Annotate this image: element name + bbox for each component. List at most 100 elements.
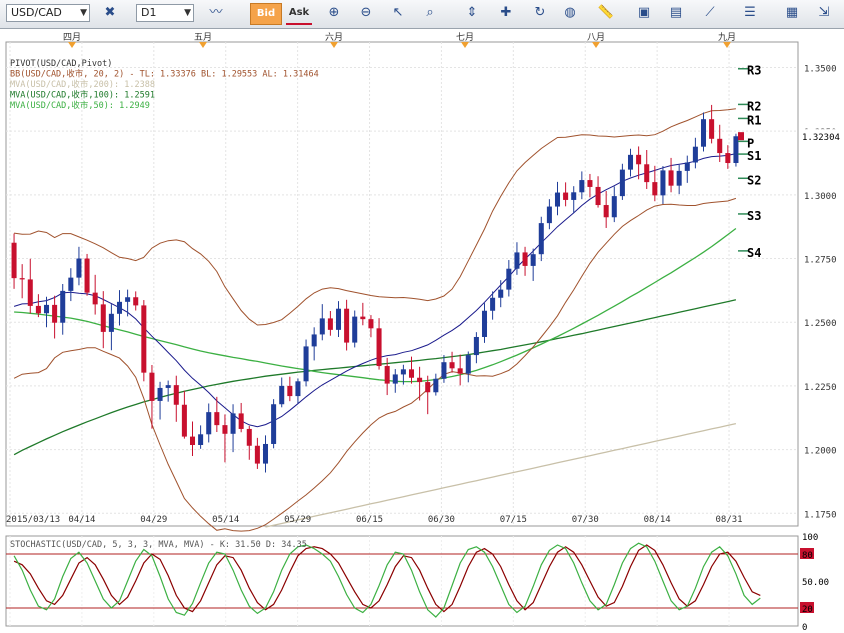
date-tick-label: 2015/03/13 <box>6 515 60 525</box>
candle-body <box>733 136 739 163</box>
stochastic-plot-area <box>5 535 799 627</box>
zoom-out-icon[interactable]: ⊖ <box>360 5 372 20</box>
symbol-select[interactable]: USD/CAD ▼ <box>6 4 90 22</box>
candle-body <box>441 362 447 379</box>
candle-body <box>19 278 25 280</box>
pivot-label: S2 <box>747 173 761 187</box>
zoom-in-icon[interactable]: ⊕ <box>328 5 340 20</box>
chevron-down-icon: ▼ <box>184 8 191 18</box>
candle-body <box>173 385 179 405</box>
candle-body <box>465 355 471 374</box>
stochastic-level-box <box>800 602 814 613</box>
timeframe-select[interactable]: D1 ▼ <box>136 4 194 22</box>
month-marker <box>461 42 469 48</box>
remove-symbol-icon[interactable]: ✖ <box>104 5 116 20</box>
expand-icon[interactable]: ⇲ <box>818 5 830 20</box>
candle-body <box>571 192 577 200</box>
candle-body <box>108 313 114 332</box>
candle-body <box>392 374 398 384</box>
candle-body <box>246 428 252 446</box>
month-label: 六月 <box>325 31 343 43</box>
refresh-icon[interactable]: ↻ <box>534 5 546 20</box>
candle-body <box>68 277 74 291</box>
draw-line-icon[interactable]: ⟋ <box>705 5 715 20</box>
candle-body <box>335 308 342 330</box>
candle-body <box>490 297 496 311</box>
candles <box>11 104 739 473</box>
bid-button[interactable]: Bid <box>250 3 282 25</box>
pivot-label: S1 <box>747 149 761 163</box>
month-label: 五月 <box>194 32 212 43</box>
candle-body <box>595 186 601 206</box>
candle-body <box>408 369 415 378</box>
candle-body <box>676 170 682 186</box>
candle-body <box>295 381 301 397</box>
price-tick-label: 1.3000 <box>804 192 837 202</box>
stochastic-tick-label: 80 <box>802 551 813 561</box>
date-tick-label: 06/30 <box>428 515 455 525</box>
price-tick-label: 1.2500 <box>804 319 837 329</box>
candle-body <box>636 154 642 165</box>
cursor-icon[interactable]: ↖ <box>392 5 404 20</box>
candle-body <box>481 310 488 337</box>
candle-body <box>214 412 220 426</box>
timeframe-value: D1 <box>141 6 157 19</box>
candle-body <box>433 378 439 393</box>
current-price-box <box>800 129 842 143</box>
crosshair-icon[interactable]: ✚ <box>500 5 512 20</box>
ma50-series <box>14 227 737 383</box>
candle-body <box>206 412 212 435</box>
date-tick-label: 07/30 <box>572 515 599 525</box>
candle-body <box>76 258 82 278</box>
image-icon[interactable]: ▣ <box>637 5 651 20</box>
chart-type-icon[interactable]: 〰 <box>209 5 223 20</box>
candle-body <box>627 154 634 170</box>
main-plot-area <box>5 41 799 527</box>
settings-icon[interactable]: ☰ <box>744 5 756 20</box>
candle-body <box>352 316 358 343</box>
month-label: 七月 <box>456 32 474 43</box>
candle-body <box>157 387 163 401</box>
candle-body <box>692 146 698 163</box>
candle-body <box>652 182 658 196</box>
bb-lower-band <box>13 197 737 532</box>
grid-icon[interactable]: ▦ <box>785 5 799 20</box>
candle-body <box>35 305 41 314</box>
stochastic-tick-label: 100 <box>802 533 818 543</box>
candle-body <box>60 290 66 323</box>
calendar-icon[interactable]: ▤ <box>669 5 683 20</box>
candle-body <box>579 180 585 193</box>
ruler-icon[interactable]: 📏 <box>597 5 615 20</box>
month-marker <box>592 42 600 48</box>
date-axis: 2015/03/13 04/14 04/29 05/14 05/29 06/15 06/30… <box>6 515 743 525</box>
candle-body <box>376 328 382 367</box>
candle-body <box>506 268 512 290</box>
candle-body <box>133 297 139 306</box>
month-marker <box>68 42 76 48</box>
candle-body <box>563 192 569 200</box>
globe-icon[interactable]: ◍ <box>564 5 576 20</box>
indicator-icon[interactable]: ⇕ <box>466 5 478 20</box>
candle-body <box>279 385 285 405</box>
candle-body <box>189 436 196 445</box>
date-tick-label: 04/14 <box>68 515 95 525</box>
candle-body <box>344 308 350 343</box>
legend-entry: PIVOT(USD/CAD,Pivot) <box>10 59 112 69</box>
candle-body <box>684 162 690 171</box>
stochastic-tick-label: 0 <box>802 623 807 633</box>
candle-body <box>400 369 406 375</box>
chevron-down-icon: ▼ <box>80 8 87 18</box>
candle-body <box>449 362 455 369</box>
price-axis: 1.35001.32501.30001.27501.25001.22501.20… <box>738 64 842 520</box>
candle-body <box>514 252 520 269</box>
stochastic-tick-label: 20 <box>802 605 813 615</box>
legend-entry: MVA(USD/CAD,收市,200): 1.2388 <box>10 79 155 90</box>
magnifier-icon[interactable]: ⌕ <box>426 5 434 20</box>
candle-body <box>84 258 90 293</box>
ask-button[interactable]: Ask <box>286 3 312 25</box>
legend-entry: MVA(USD/CAD,收市,100): 1.2591 <box>10 90 155 101</box>
pivot-label: R1 <box>747 113 761 127</box>
candle-body <box>230 413 236 434</box>
symbol-value: USD/CAD <box>11 6 62 19</box>
